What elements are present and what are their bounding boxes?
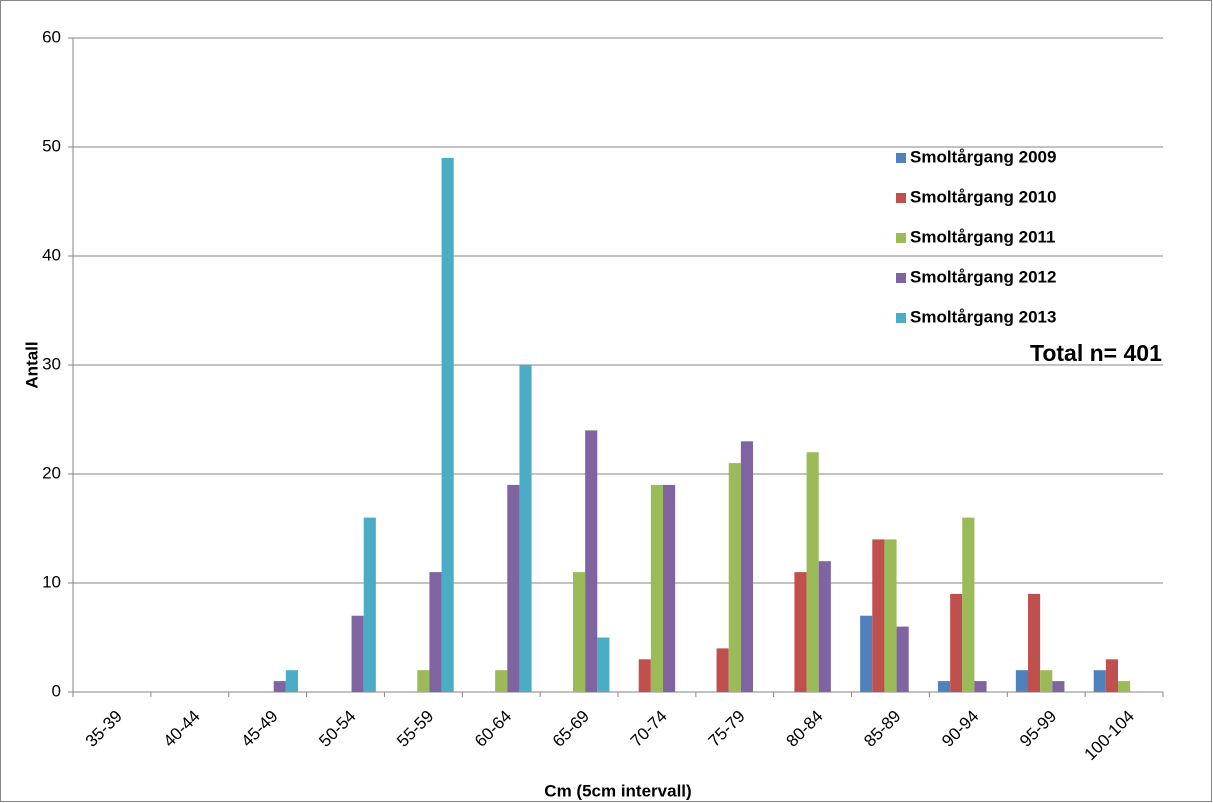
bar [572,572,586,692]
bar [896,626,909,692]
legend-label: Smoltårgang 2012 [910,267,1056,286]
y-tick-label: 0 [52,681,61,700]
y-tick-label: 40 [42,245,61,264]
y-tick-label: 30 [42,354,61,373]
legend-label: Smoltårgang 2009 [910,147,1056,166]
bar [818,561,831,692]
x-axis-label: Cm (5cm intervall) [544,781,691,800]
bar [1015,670,1028,692]
bar [519,365,532,692]
bar [884,539,897,692]
bar [962,517,975,692]
bar [1117,681,1131,692]
legend-label: Smoltårgang 2011 [910,227,1056,246]
bar [740,441,754,692]
legend-swatch [896,233,906,243]
legend-label: Smoltårgang 2013 [910,307,1056,326]
bar [507,484,520,692]
bar [650,484,664,692]
bar [585,430,598,692]
bar [1093,670,1106,692]
legend-swatch [896,313,906,323]
legend-swatch [896,153,906,163]
y-axis-label: Antall [22,341,41,388]
bar [417,670,430,692]
bar [1027,593,1041,692]
bar [285,670,299,692]
bar [363,517,376,692]
bar [351,615,364,692]
y-tick-label: 50 [42,136,61,155]
y-tick-label: 10 [42,572,61,591]
bar [663,484,676,692]
bar [872,539,885,692]
bar [1052,681,1065,692]
bar [860,615,873,692]
bar [806,452,819,692]
annotation: Total n= 401 [1030,340,1162,366]
bar [495,670,508,692]
legend-label: Smoltårgang 2010 [910,187,1056,206]
bar [937,681,951,692]
y-tick-label: 20 [42,463,61,482]
bar [974,681,987,692]
bar [1040,670,1053,692]
legend-swatch [896,273,906,283]
bar [794,572,807,692]
bar [429,572,442,692]
bar [716,648,729,692]
bar [273,681,286,692]
legend-swatch [896,193,906,203]
bar [950,593,963,692]
y-tick-label: 60 [42,27,61,46]
bar [441,157,454,692]
bar [597,637,610,692]
bar [638,659,651,692]
bar [1105,659,1118,692]
bar [728,463,741,692]
